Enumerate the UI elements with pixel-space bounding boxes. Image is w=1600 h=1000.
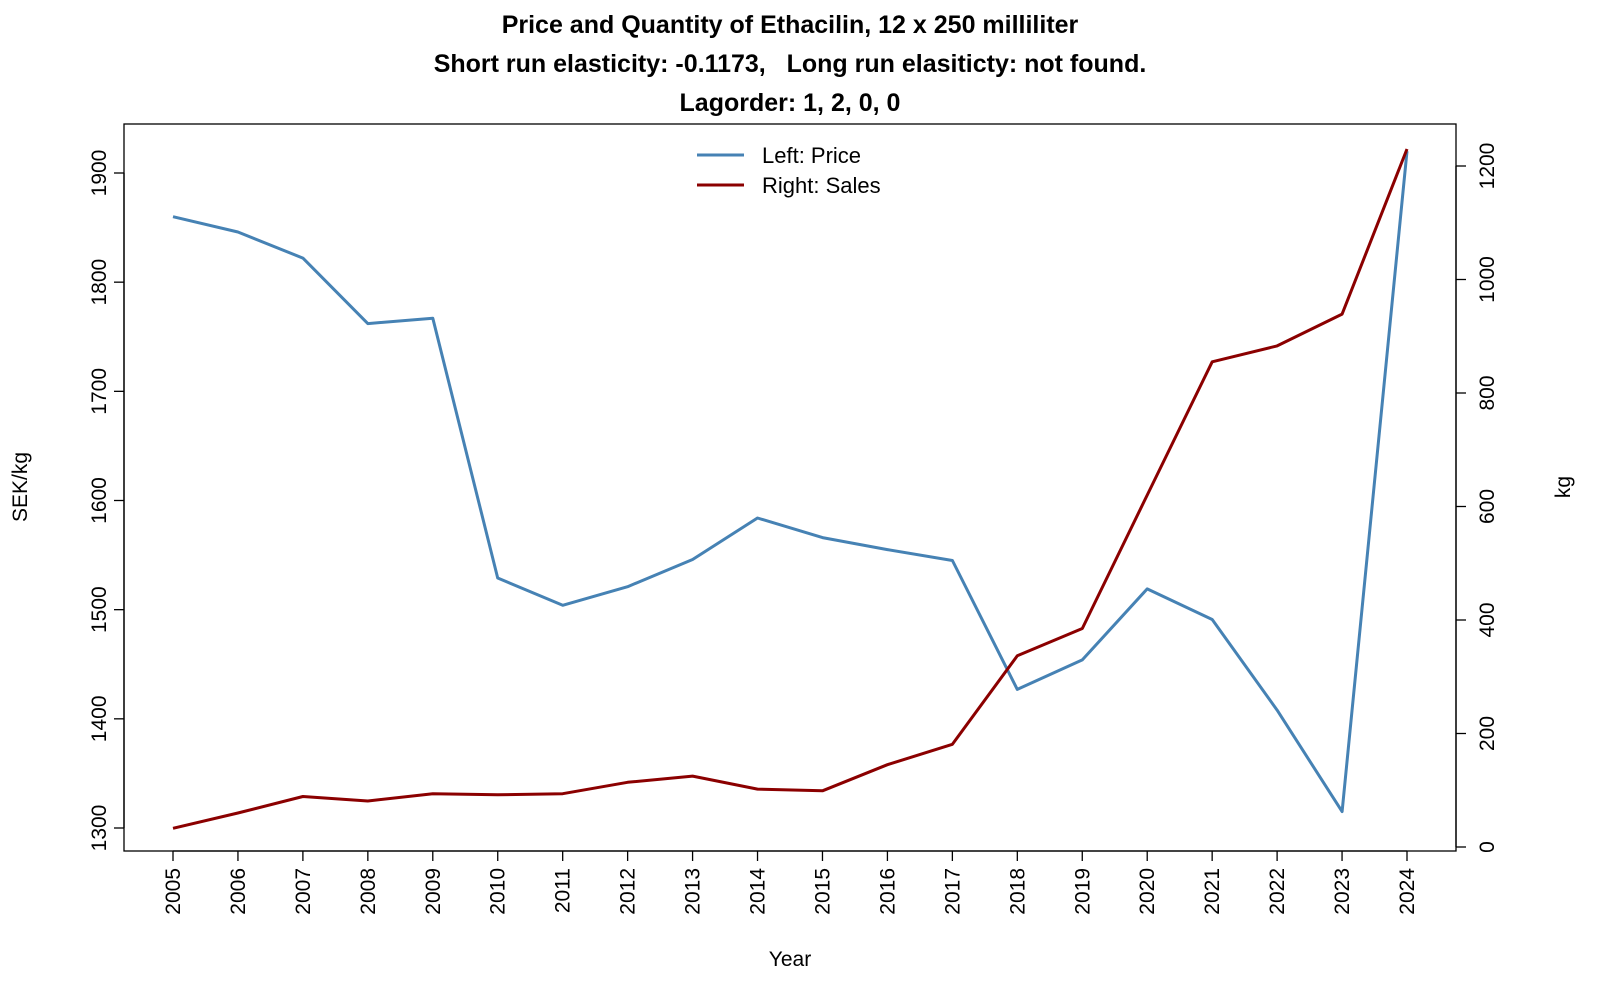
chart-subtitle: Short run elasticity: -0.1173, Long run …: [434, 50, 1147, 78]
chart-titles: Price and Quantity of Ethacilin, 12 x 25…: [434, 11, 1147, 117]
x-tick-label: 2020: [1136, 868, 1159, 915]
right-tick-label: 800: [1476, 375, 1499, 410]
x-tick-label: 2012: [617, 868, 640, 915]
price-series-line: [172, 151, 1409, 814]
legend-label-price: Left: Price: [762, 143, 861, 168]
right-axis: 0 200 400 600 800 1000 1200: [1455, 143, 1499, 853]
x-tick-label: 2011: [552, 868, 575, 913]
plot-frame: [123, 123, 1457, 852]
left-tick-label: 1900: [88, 150, 111, 197]
left-tick-label: 1800: [88, 259, 111, 306]
chart-title: Price and Quantity of Ethacilin, 12 x 25…: [502, 11, 1079, 39]
left-tick-label: 1300: [88, 805, 111, 852]
x-axis-label: Year: [769, 948, 811, 971]
x-axis: 2005 2006 2007 2008 2009 2010 2011 2012 2013 2014…: [162, 850, 1419, 915]
left-tick-label: 1600: [88, 477, 111, 524]
legend: Left: Price Right: Sales: [697, 143, 881, 198]
x-tick-label: 2016: [876, 868, 899, 915]
x-tick-label: 2017: [941, 868, 964, 915]
sales-series-line: [172, 148, 1409, 830]
x-tick-label: 2013: [682, 868, 705, 915]
x-tick-label: 2024: [1396, 868, 1419, 915]
x-tick-label: 2014: [747, 868, 770, 915]
left-tick-label: 1500: [88, 586, 111, 633]
x-tick-label: 2009: [422, 868, 445, 915]
right-tick-label: 1200: [1476, 143, 1499, 190]
chart-subtitle-lagorder: Lagorder: 1, 2, 0, 0: [680, 89, 901, 117]
legend-label-sales: Right: Sales: [762, 173, 881, 198]
left-axis-label: SEK/kg: [9, 452, 32, 522]
left-axis: 1300 1400 1500 1600 1700 1800 1900: [88, 150, 125, 852]
series-layer: [172, 148, 1409, 830]
right-tick-label: 200: [1476, 716, 1499, 751]
x-tick-label: 2023: [1331, 868, 1354, 915]
x-tick-label: 2005: [162, 868, 185, 915]
right-tick-label: 1000: [1476, 256, 1499, 303]
left-tick-label: 1400: [88, 695, 111, 742]
right-tick-label: 400: [1476, 602, 1499, 637]
right-axis-label: kg: [1552, 476, 1575, 498]
left-tick-label: 1700: [88, 368, 111, 415]
x-tick-label: 2007: [292, 868, 315, 915]
x-tick-label: 2019: [1071, 868, 1094, 915]
x-tick-label: 2022: [1266, 868, 1289, 915]
x-tick-label: 2006: [227, 868, 250, 915]
x-tick-label: 2008: [357, 868, 380, 915]
right-tick-label: 600: [1476, 489, 1499, 524]
x-tick-label: 2018: [1006, 868, 1029, 915]
right-tick-label: 0: [1476, 841, 1499, 853]
x-tick-label: 2015: [811, 868, 834, 915]
x-tick-label: 2021: [1201, 868, 1224, 915]
x-tick-label: 2010: [487, 868, 510, 915]
